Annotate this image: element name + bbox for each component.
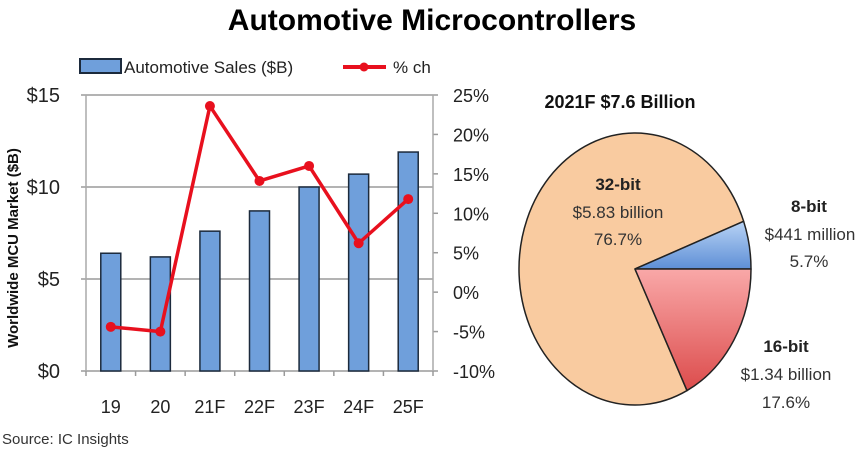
source-note: Source: IC Insights <box>2 431 129 448</box>
y2-tick-label: 0% <box>453 283 479 303</box>
pie-label-8bit-name: 8-bit <box>791 197 827 216</box>
y-tick-label: $0 <box>38 361 60 383</box>
y-tick-label: $10 <box>27 177 60 199</box>
bar-23F <box>298 186 320 372</box>
x-tick-label: 25F <box>393 397 424 417</box>
pie-slice-32bit <box>518 132 745 406</box>
y-tick-labels: $0 $5 $10 $15 <box>27 85 60 383</box>
y-tick-label: $5 <box>38 269 60 291</box>
bar-20 <box>149 256 172 372</box>
pct-change-point-22F <box>254 175 265 186</box>
y-axis-title: Worldwide MCU Market ($B) <box>5 148 22 348</box>
gridlines <box>81 94 438 376</box>
pct-change-point-23F <box>304 160 315 171</box>
x-tick-label: 23F <box>294 397 325 417</box>
y2-tick-label: 10% <box>453 204 489 224</box>
x-tick-label: 20 <box>150 397 170 417</box>
bar-21F <box>199 230 221 372</box>
line-series <box>105 101 414 337</box>
y2-tick-label: -10% <box>453 362 495 382</box>
pie-title: 2021F $7.6 Billion <box>544 92 695 112</box>
x-tick-label: 19 <box>101 397 121 417</box>
x-tick-labels: 19 20 21F 22F 23F 24F 25F <box>101 397 424 417</box>
pie-label-32bit-percent: 76.7% <box>594 230 642 249</box>
x-tick-label: 24F <box>343 397 374 417</box>
bar-24F <box>347 173 370 372</box>
chart-title: Automotive Microcontrollers <box>228 4 636 37</box>
pie-label-32bit-amount: $5.83 billion <box>573 203 664 222</box>
pct-change-point-24F <box>353 238 364 249</box>
pie-label-16bit-name: 16-bit <box>763 337 809 356</box>
y2-tick-labels: -10% -5% 0% 5% 10% 15% 20% 25% <box>453 86 495 382</box>
pct-change-point-19 <box>105 321 116 332</box>
y-tick-label: $15 <box>27 85 60 107</box>
pie-label-32bit: 32-bit $5.83 billion 76.7% <box>573 175 664 249</box>
legend-swatch-marker <box>359 62 369 72</box>
bar-19 <box>100 252 122 372</box>
legend-swatch-bar <box>79 58 122 74</box>
y2-tick-label: 5% <box>453 244 479 264</box>
x-tick-label: 21F <box>194 397 225 417</box>
bar-25F <box>397 151 419 372</box>
y2-tick-label: 15% <box>453 165 489 185</box>
pie-label-16bit-amount: $1.34 billion <box>741 365 832 384</box>
y2-tick-label: 25% <box>453 86 489 106</box>
legend-label-bar: Automotive Sales ($B) <box>124 58 293 77</box>
pie-label-8bit-amount: $441 million <box>765 225 856 244</box>
pct-change-point-20 <box>155 326 166 337</box>
pie-label-32bit-name: 32-bit <box>595 175 641 194</box>
pct-change-point-21F <box>204 101 215 112</box>
axes <box>85 95 434 371</box>
pct-change-point-25F <box>403 194 414 205</box>
bar-series <box>100 151 419 372</box>
pie-label-8bit-percent: 5.7% <box>790 252 829 271</box>
pie-label-8bit: 8-bit $441 million 5.7% <box>765 197 856 271</box>
legend: Automotive Sales ($B) % ch <box>79 58 431 77</box>
legend-label-line: % ch <box>393 58 431 77</box>
y2-tick-label: 20% <box>453 125 489 145</box>
pie-label-16bit: 16-bit $1.34 billion 17.6% <box>741 337 832 412</box>
y2-tick-label: -5% <box>453 323 485 343</box>
pie-chart <box>518 132 752 406</box>
pie-label-16bit-percent: 17.6% <box>762 393 810 412</box>
x-tick-label: 22F <box>244 397 275 417</box>
pie-slice-16bit <box>634 268 752 392</box>
bar-22F <box>248 210 271 372</box>
